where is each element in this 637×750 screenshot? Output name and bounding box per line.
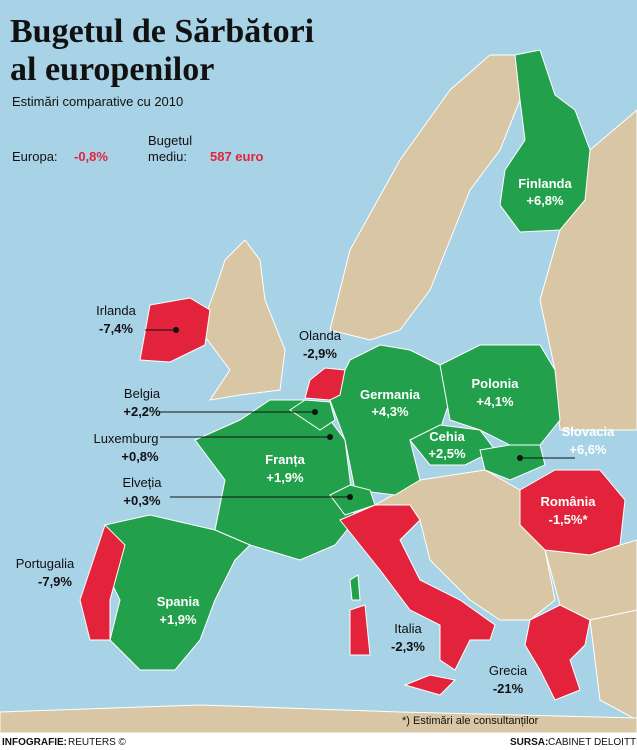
poland — [439, 344, 561, 446]
country-value: +4,1% — [476, 394, 514, 409]
greece — [524, 604, 591, 701]
country-value: -2,3% — [391, 639, 425, 654]
footnote: *) Estimări ale consultanților — [402, 715, 539, 727]
credit-label: INFOGRAFIE: — [2, 737, 67, 748]
summary-value: -0,8% — [74, 149, 108, 164]
country-value: -2,9% — [303, 346, 337, 361]
finland — [499, 49, 591, 233]
source-label: SURSA: — [510, 737, 548, 748]
country-value: +0,8% — [121, 449, 159, 464]
countries — [79, 49, 626, 701]
country-value: +6,6% — [569, 442, 607, 457]
summary-value: 587 euro — [210, 149, 264, 164]
country-name: România — [541, 494, 597, 509]
romania — [519, 469, 626, 556]
country-name: Irlanda — [96, 303, 137, 318]
sardinia — [349, 604, 371, 656]
country-value: +2,5% — [428, 446, 466, 461]
country-name: Franța — [265, 452, 306, 467]
credit: REUTERS © — [68, 737, 127, 748]
country-name: Portugalia — [16, 556, 75, 571]
portugal — [79, 524, 126, 641]
country-name: Belgia — [124, 386, 161, 401]
country-name: Polonia — [472, 376, 520, 391]
country-name: Spania — [157, 594, 200, 609]
footer-band — [0, 733, 637, 750]
netherlands — [304, 367, 346, 401]
country-name: Slovacia — [562, 424, 616, 439]
country-value: -7,9% — [38, 574, 72, 589]
title: Bugetul de Sărbători — [10, 13, 314, 50]
country-name: Grecia — [489, 663, 528, 678]
country-value: -21% — [493, 681, 524, 696]
country-value: +2,2% — [123, 404, 161, 419]
country-name: Elveția — [122, 475, 162, 490]
land — [0, 54, 637, 734]
slovakia — [479, 444, 546, 481]
country-value: +1,9% — [266, 470, 304, 485]
switzerland — [329, 484, 376, 516]
country-name: Olanda — [299, 328, 342, 343]
country-name: Finlanda — [518, 176, 572, 191]
summary-label: mediu: — [148, 149, 187, 164]
country-value: +6,8% — [526, 193, 564, 208]
corsica — [349, 574, 361, 601]
country-name: Germania — [360, 387, 421, 402]
leader-lines — [145, 327, 575, 500]
country-value: -7,4% — [99, 321, 133, 336]
country-value: +4,3% — [371, 404, 409, 419]
source: CABINET DELOITTE — [548, 737, 637, 748]
sicily — [403, 674, 457, 696]
subtitle: Estimări comparative cu 2010 — [12, 94, 183, 109]
country-value: +0,3% — [123, 493, 161, 508]
summary-label: Bugetul — [148, 133, 192, 148]
summary-label: Europa: — [12, 149, 58, 164]
country-labels: Finlanda +6,8% Irlanda -7,4% Olanda -2,9… — [16, 176, 615, 696]
country-name: Luxemburg — [93, 431, 158, 446]
country-value: -1,5%* — [548, 512, 588, 527]
country-name: Italia — [394, 621, 422, 636]
title: al europenilor — [10, 51, 214, 88]
belgium — [289, 399, 336, 431]
country-name: Cehia — [429, 429, 465, 444]
country-value: +1,9% — [159, 612, 197, 627]
spain — [99, 514, 251, 671]
italy — [339, 504, 496, 671]
